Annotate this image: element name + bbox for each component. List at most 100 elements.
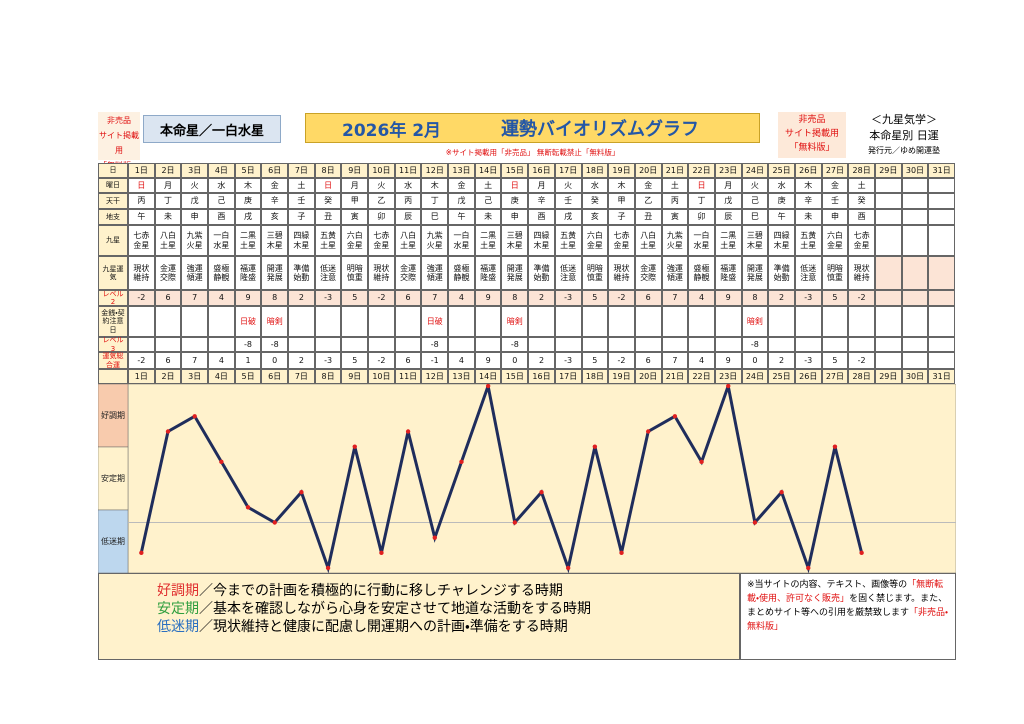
caution-cell xyxy=(288,306,315,337)
level3-cell xyxy=(128,337,155,352)
point xyxy=(699,459,704,465)
caution-cell xyxy=(394,306,422,337)
band-label: 安定期 xyxy=(101,474,125,483)
weekday-cell: 火 xyxy=(368,178,395,193)
level2-cell: 4 xyxy=(448,290,475,306)
point xyxy=(245,505,251,510)
honmei: 本命星／一白水星 xyxy=(159,123,264,139)
level2-cell: 6 xyxy=(634,290,662,306)
level3-cell xyxy=(794,337,822,352)
unki-cell: 現状維持 xyxy=(368,256,395,290)
date-cell: 26日 xyxy=(794,369,822,384)
chishi-cell: 辰 xyxy=(714,209,742,225)
date-cell: 21日 xyxy=(661,369,689,384)
row-label: 九星運気 xyxy=(98,256,128,290)
day-cell: 28日 xyxy=(848,163,875,178)
chishi-cell: 亥 xyxy=(581,209,609,225)
tenkan-cell: 癸 xyxy=(314,193,342,209)
chishi-cell: 午 xyxy=(448,209,475,225)
point xyxy=(565,565,571,571)
date-cell: 8日 xyxy=(314,369,342,384)
weekday-cell: 月 xyxy=(341,178,369,193)
kyusei-cell: 八白土星 xyxy=(394,225,422,256)
level2-cell: -3 xyxy=(794,290,822,306)
date-cell: 4日 xyxy=(208,369,235,384)
point xyxy=(752,520,758,525)
caution-cell: 暗剣 xyxy=(501,306,529,337)
unki-cell: 福運隆盛 xyxy=(474,256,502,290)
overall-cell: 2 xyxy=(528,352,555,369)
chishi-cell: 酉 xyxy=(208,209,235,225)
level2-cell: 8 xyxy=(741,290,769,306)
unki-cell: 金運交際 xyxy=(634,256,662,290)
level2-cell: 2 xyxy=(528,290,555,306)
level2-cell: 2 xyxy=(768,290,795,306)
caution-cell xyxy=(341,306,369,337)
level3-cell xyxy=(608,337,635,352)
point xyxy=(299,489,304,495)
level2-cell: 4 xyxy=(688,290,715,306)
overall-cell xyxy=(874,352,902,369)
weekday-cell: 月 xyxy=(528,178,555,193)
kyusei-cell: 七赤金星 xyxy=(368,225,395,256)
overall-cell: 6 xyxy=(634,352,662,369)
weekday-cell: 日 xyxy=(128,178,155,193)
overall-cell: -2 xyxy=(368,352,395,369)
level2-cell: -2 xyxy=(608,290,635,306)
tenkan-cell: 庚 xyxy=(501,193,529,209)
legend-line: 低迷期／現状維持と健康に配慮し開運期への計画・準備をする時期 xyxy=(157,618,739,636)
caution-cell xyxy=(794,306,822,337)
kyusei-cell: 二黒土星 xyxy=(234,225,262,256)
tenkan-cell: 壬 xyxy=(554,193,582,209)
point xyxy=(379,550,384,556)
date-cell: 30日 xyxy=(901,369,929,384)
overall-cell: 4 xyxy=(208,352,235,369)
point xyxy=(325,565,331,571)
tenkan-cell: 壬 xyxy=(288,193,315,209)
date-cell: 27日 xyxy=(821,369,849,384)
caution-cell xyxy=(208,306,235,337)
chishi-cell: 卯 xyxy=(688,209,715,225)
date-cell: 2日 xyxy=(154,369,182,384)
level3-cell xyxy=(208,337,235,352)
day-cell: 16日 xyxy=(528,163,555,178)
level2-cell: 9 xyxy=(474,290,502,306)
notice-text: を固く禁じます。また、まとめサイト等への引用を厳禁致します xyxy=(747,594,948,618)
overall-cell: 5 xyxy=(581,352,609,369)
level2-cell: 7 xyxy=(181,290,209,306)
overall-cell: 9 xyxy=(474,352,502,369)
day-cell: 24日 xyxy=(741,163,769,178)
point xyxy=(459,459,464,465)
level3-cell xyxy=(821,337,849,352)
day-cell: 25日 xyxy=(768,163,795,178)
overall-cell: -3 xyxy=(314,352,342,369)
chishi-cell: 未 xyxy=(474,209,502,225)
caution-cell xyxy=(554,306,582,337)
weekday-cell: 火 xyxy=(741,178,769,193)
title: 運勢バイオリズムグラフ xyxy=(501,119,700,140)
weekday-cell: 水 xyxy=(208,178,235,193)
caution-cell: 日破 xyxy=(234,306,262,337)
brand-line: 本命星別 日運 xyxy=(869,129,939,142)
level2-cell: -3 xyxy=(554,290,582,306)
tenkan-cell: 甲 xyxy=(341,193,369,209)
chishi-cell: 申 xyxy=(821,209,849,225)
caution-cell xyxy=(768,306,795,337)
point xyxy=(192,414,197,419)
level3-cell xyxy=(688,337,715,352)
band-label: 好調期 xyxy=(101,410,125,420)
weekday-cell: 火 xyxy=(181,178,209,193)
overall-cell: 0 xyxy=(741,352,769,369)
chishi-cell: 子 xyxy=(288,209,315,225)
level2-cell xyxy=(901,290,929,306)
tenkan-cell: 戊 xyxy=(181,193,209,209)
date-cell: 5日 xyxy=(234,369,262,384)
badge-line: サイト掲載用 xyxy=(99,131,139,155)
level3-cell xyxy=(368,337,395,352)
date-cell: 17日 xyxy=(554,369,582,384)
legend-text: ／今までの計画を積極的に行動に移しチャレンジする時期 xyxy=(199,583,563,599)
day-cell: 11日 xyxy=(394,163,422,178)
legend: 好調期／今までの計画を積極的に行動に移しチャレンジする時期 安定期／基本を確認しな… xyxy=(98,573,740,660)
chishi-cell xyxy=(874,209,902,225)
